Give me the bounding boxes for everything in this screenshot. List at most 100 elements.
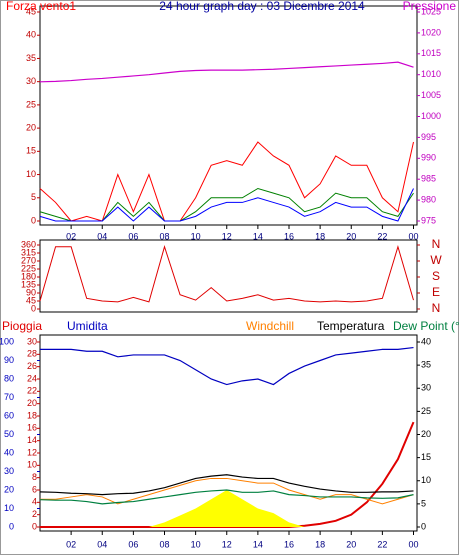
- y2-tick-label: N: [432, 301, 441, 315]
- y2-tick-label: 995: [421, 132, 436, 142]
- y-tick-label: 60: [4, 410, 14, 420]
- x-tick-label: 06: [128, 539, 138, 549]
- y2-tick-label: 1020: [421, 27, 441, 37]
- x-tick-label: 22: [377, 231, 387, 241]
- y2-tick-label: 35: [421, 360, 431, 370]
- y2-tick-label: 980: [421, 194, 436, 204]
- yr-tick-label: 12: [27, 447, 37, 457]
- y-tick-label: 90: [26, 287, 36, 297]
- x-tick-label: 12: [222, 539, 232, 549]
- legend-entry: Pioggia: [2, 319, 42, 333]
- series-line: [40, 477, 414, 505]
- yr-tick-label: 8: [32, 472, 37, 482]
- y-tick-label: 315: [21, 247, 36, 257]
- x-tick-label: 14: [253, 231, 263, 241]
- x-tick-label: 08: [159, 231, 169, 241]
- series-line: [39, 61, 414, 83]
- y-tick-label: 0: [31, 303, 36, 313]
- legend-entry: Dew Point (°C: [393, 319, 459, 333]
- y2-tick-label: 30: [421, 383, 431, 393]
- y2-tick-label: 1010: [421, 69, 441, 79]
- y-tick-label: 360: [21, 239, 36, 249]
- y2-tick-label: W: [430, 253, 442, 267]
- x-tick-label: 18: [315, 539, 325, 549]
- yr-tick-label: 0: [32, 521, 37, 531]
- y2-tick-label: 10: [421, 475, 431, 485]
- plot-frame: [39, 5, 418, 226]
- y-tick-label: 90: [4, 355, 14, 365]
- x-tick-label: 10: [191, 539, 201, 549]
- y-tick-label: 0: [31, 215, 36, 225]
- y-tick-label: 40: [4, 447, 14, 457]
- x-tick-label: 02: [66, 539, 76, 549]
- legend-entry: Temperatura: [317, 319, 385, 333]
- y2-tick-label: 1015: [421, 48, 441, 58]
- legend-entry: Windchill: [246, 319, 294, 333]
- y-tick-label: 35: [26, 53, 36, 63]
- y-tick-label: 5: [31, 192, 36, 202]
- y-tick-label: 25: [26, 99, 36, 109]
- plot-frame: [39, 239, 418, 313]
- y-tick-label: 225: [21, 263, 36, 273]
- x-tick-label: 10: [191, 231, 201, 241]
- chart-title: 24 hour graph day : 03 Dicembre 2014: [159, 0, 365, 13]
- y-tick-label: 20: [4, 484, 14, 494]
- legend-entry: Forza vento1: [6, 0, 76, 13]
- y2-tick-label: 0: [421, 521, 426, 531]
- y2-tick-label: 5: [421, 498, 426, 508]
- series-line: [39, 188, 414, 222]
- x-tick-label: 06: [128, 231, 138, 241]
- series-line: [39, 245, 414, 303]
- y-tick-label: 45: [26, 6, 36, 16]
- x-tick-label: 00: [408, 231, 418, 241]
- y2-tick-label: 975: [421, 215, 436, 225]
- x-tick-label: 12: [222, 231, 232, 241]
- y2-tick-label: 25: [421, 406, 431, 416]
- yr-tick-label: 24: [27, 373, 37, 383]
- y-tick-label: 270: [21, 255, 36, 265]
- y-tick-label: 180: [21, 271, 36, 281]
- y-tick-label: 10: [4, 503, 14, 513]
- y-tick-label: 30: [4, 466, 14, 476]
- y2-tick-label: 985: [421, 174, 436, 184]
- y-tick-label: 0: [9, 521, 14, 531]
- y2-tick-label: 1000: [421, 111, 441, 121]
- x-tick-label: 08: [159, 539, 169, 549]
- y2-tick-label: 990: [421, 153, 436, 163]
- legend-entry: Pressione: [403, 0, 457, 13]
- yr-tick-label: 6: [32, 484, 37, 494]
- y2-tick-label: E: [432, 285, 440, 299]
- y2-tick-label: 1025: [421, 6, 441, 16]
- yr-tick-label: 22: [27, 386, 37, 396]
- y2-tick-label: S: [432, 269, 440, 283]
- yr-tick-label: 18: [27, 410, 37, 420]
- y-tick-label: 45: [26, 295, 36, 305]
- y-tick-label: 40: [26, 30, 36, 40]
- series-line: [40, 346, 414, 386]
- area: [40, 490, 414, 527]
- y-tick-label: 10: [26, 169, 36, 179]
- y2-tick-label: N: [432, 237, 441, 251]
- y-tick-label: 70: [4, 392, 14, 402]
- yr-tick-label: 30: [27, 336, 37, 346]
- x-tick-label: 22: [377, 539, 387, 549]
- x-tick-label: 02: [66, 231, 76, 241]
- y-tick-label: 80: [4, 373, 14, 383]
- yr-tick-label: 2: [32, 509, 37, 519]
- y-tick-label: 30: [26, 76, 36, 86]
- legend-entry: Umidita: [67, 319, 108, 333]
- y-tick-label: 20: [26, 122, 36, 132]
- series-line: [39, 474, 414, 496]
- x-tick-label: 18: [315, 231, 325, 241]
- y-tick-label: 15: [26, 146, 36, 156]
- yr-tick-label: 10: [27, 460, 37, 470]
- y2-tick-label: 40: [421, 336, 431, 346]
- yr-tick-label: 28: [27, 349, 37, 359]
- x-tick-label: 20: [346, 231, 356, 241]
- x-tick-label: 16: [284, 231, 294, 241]
- y-tick-label: 50: [4, 429, 14, 439]
- series-line: [39, 489, 414, 505]
- x-tick-label: 16: [284, 539, 294, 549]
- x-tick-label: 04: [97, 231, 107, 241]
